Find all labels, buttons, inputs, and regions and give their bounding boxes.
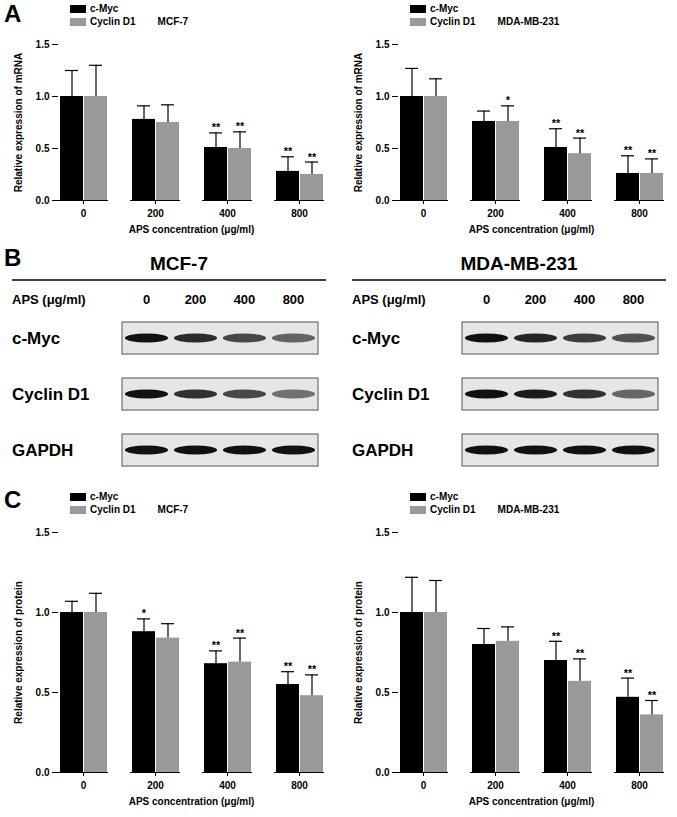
svg-text:0: 0 — [421, 208, 427, 219]
svg-text:**: ** — [308, 151, 317, 163]
svg-text:1.0: 1.0 — [376, 607, 390, 618]
svg-text:0: 0 — [81, 780, 87, 791]
svg-text:200: 200 — [487, 208, 504, 219]
svg-text:1.5: 1.5 — [36, 39, 50, 50]
svg-text:400: 400 — [559, 208, 576, 219]
svg-text:APS (μg/ml): APS (μg/ml) — [12, 292, 86, 307]
html-text:MCF-7: MCF-7 — [157, 16, 189, 27]
svg-text:400: 400 — [574, 292, 596, 307]
svg-text:**: ** — [236, 627, 245, 639]
svg-text:200: 200 — [147, 780, 164, 791]
svg-text:1.5: 1.5 — [376, 39, 390, 50]
svg-text:1.0: 1.0 — [376, 91, 390, 102]
svg-text:0.5: 0.5 — [36, 143, 50, 154]
svg-text:0: 0 — [81, 208, 87, 219]
svg-text:Relative expression of protein: Relative expression of protein — [13, 581, 24, 724]
html-text:A: A — [4, 0, 22, 27]
svg-text:**: ** — [624, 667, 633, 679]
svg-text:**: ** — [624, 144, 633, 156]
html-text:Cyclin D1: Cyclin D1 — [90, 504, 136, 515]
svg-text:Relative expression of mRNA: Relative expression of mRNA — [353, 53, 364, 193]
svg-text:800: 800 — [291, 780, 308, 791]
svg-text:**: ** — [236, 120, 245, 132]
svg-text:800: 800 — [623, 292, 645, 307]
html-text:Cyclin D1: Cyclin D1 — [430, 16, 476, 27]
html-text:Cyclin D1: Cyclin D1 — [90, 16, 136, 27]
svg-text:800: 800 — [631, 208, 648, 219]
svg-text:200: 200 — [185, 292, 207, 307]
svg-text:0.0: 0.0 — [36, 195, 50, 206]
svg-text:APS (μg/ml): APS (μg/ml) — [352, 292, 426, 307]
svg-text:Relative expression of protein: Relative expression of protein — [353, 581, 364, 724]
svg-text:APS concentration (μg/ml): APS concentration (μg/ml) — [129, 796, 255, 807]
html-text:MCF-7: MCF-7 — [157, 504, 189, 515]
html-text:MDA-MB-231: MDA-MB-231 — [497, 504, 560, 515]
svg-text:200: 200 — [487, 780, 504, 791]
svg-text:*: * — [142, 607, 147, 619]
html-text:c-Myc: c-Myc — [430, 491, 459, 502]
svg-text:APS concentration (μg/ml): APS concentration (μg/ml) — [129, 224, 255, 235]
svg-text:MCF-7: MCF-7 — [150, 253, 208, 274]
svg-text:*: * — [506, 94, 511, 106]
svg-text:400: 400 — [559, 780, 576, 791]
svg-text:200: 200 — [525, 292, 547, 307]
svg-text:1.0: 1.0 — [36, 607, 50, 618]
html-text:c-Myc: c-Myc — [90, 491, 119, 502]
svg-text:**: ** — [576, 127, 585, 139]
svg-text:800: 800 — [291, 208, 308, 219]
html-text:C: C — [4, 486, 22, 513]
svg-text:APS concentration (μg/ml): APS concentration (μg/ml) — [469, 224, 595, 235]
html-text:Cyclin D1: Cyclin D1 — [430, 504, 476, 515]
svg-text:800: 800 — [283, 292, 305, 307]
svg-text:400: 400 — [219, 208, 236, 219]
svg-text:Cyclin D1: Cyclin D1 — [12, 385, 89, 404]
html-text:c-Myc: c-Myc — [430, 3, 459, 14]
html-text:B: B — [4, 244, 22, 271]
svg-text:**: ** — [576, 647, 585, 659]
svg-text:0.5: 0.5 — [36, 687, 50, 698]
svg-text:1.0: 1.0 — [36, 91, 50, 102]
svg-text:400: 400 — [219, 780, 236, 791]
html-text:MDA-MB-231: MDA-MB-231 — [497, 16, 560, 27]
svg-text:Relative expression of mRNA: Relative expression of mRNA — [13, 53, 24, 193]
svg-text:0.0: 0.0 — [36, 767, 50, 778]
svg-text:**: ** — [648, 689, 657, 701]
svg-text:GAPDH: GAPDH — [352, 441, 413, 460]
svg-text:200: 200 — [147, 208, 164, 219]
svg-text:**: ** — [212, 639, 221, 651]
svg-text:APS concentration (μg/ml): APS concentration (μg/ml) — [469, 796, 595, 807]
svg-text:GAPDH: GAPDH — [12, 441, 73, 460]
svg-text:Cyclin D1: Cyclin D1 — [352, 385, 429, 404]
svg-text:0: 0 — [483, 292, 490, 307]
svg-text:c-Myc: c-Myc — [352, 329, 400, 348]
svg-text:400: 400 — [234, 292, 256, 307]
svg-text:**: ** — [212, 121, 221, 133]
svg-text:1.5: 1.5 — [36, 527, 50, 538]
svg-text:0.0: 0.0 — [376, 195, 390, 206]
svg-text:**: ** — [552, 630, 561, 642]
svg-text:**: ** — [308, 663, 317, 675]
svg-text:**: ** — [648, 147, 657, 159]
svg-text:0.5: 0.5 — [376, 143, 390, 154]
svg-text:0: 0 — [421, 780, 427, 791]
svg-text:0: 0 — [143, 292, 150, 307]
svg-text:1.5: 1.5 — [376, 527, 390, 538]
svg-text:**: ** — [284, 660, 293, 672]
svg-text:**: ** — [284, 145, 293, 157]
svg-text:800: 800 — [631, 780, 648, 791]
svg-text:c-Myc: c-Myc — [12, 329, 60, 348]
svg-text:0.5: 0.5 — [376, 687, 390, 698]
html-text:c-Myc: c-Myc — [90, 3, 119, 14]
svg-text:0.0: 0.0 — [376, 767, 390, 778]
svg-text:MDA-MB-231: MDA-MB-231 — [460, 253, 578, 274]
svg-text:**: ** — [552, 117, 561, 129]
